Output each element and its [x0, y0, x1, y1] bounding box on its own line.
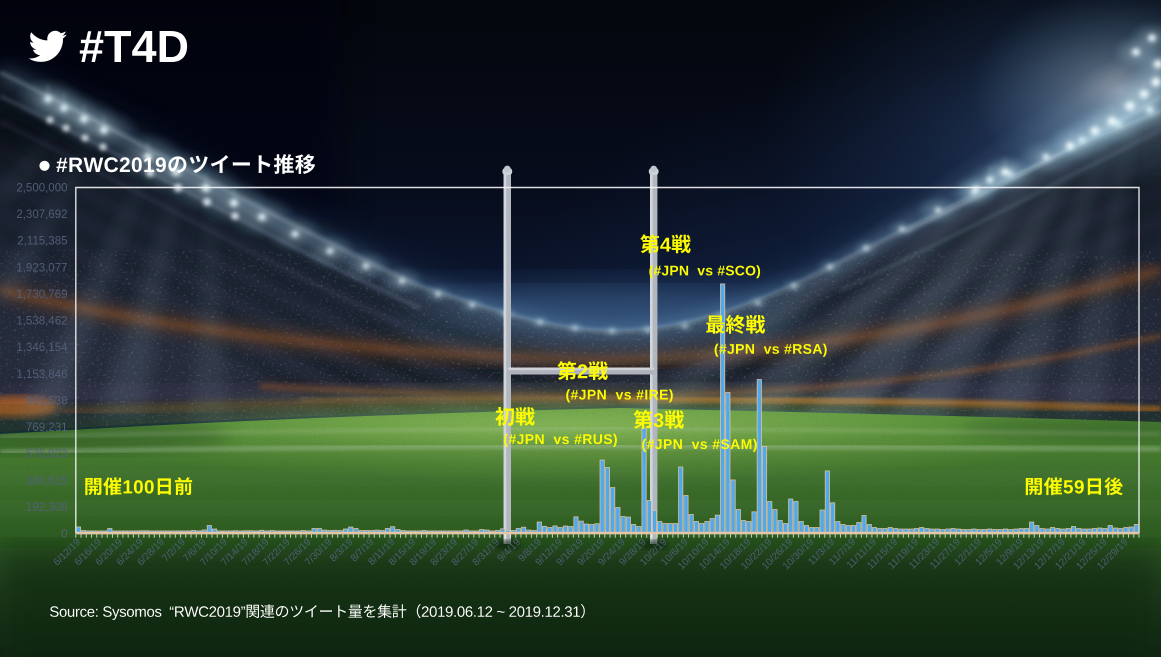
svg-text:1,730,769: 1,730,769	[16, 289, 67, 301]
svg-text:1,153,846: 1,153,846	[16, 369, 67, 381]
svg-text:769,231: 769,231	[26, 422, 68, 434]
svg-text:384,615: 384,615	[26, 475, 68, 487]
svg-text:961,538: 961,538	[26, 395, 68, 407]
svg-text:1,346,154: 1,346,154	[16, 342, 68, 354]
svg-text:576,923: 576,923	[26, 449, 68, 461]
svg-text:0: 0	[61, 529, 67, 541]
svg-text:2,500,000: 2,500,000	[16, 183, 67, 195]
svg-text:2,115,385: 2,115,385	[17, 236, 67, 248]
svg-text:1,923,077: 1,923,077	[16, 262, 67, 274]
svg-text:1,538,462: 1,538,462	[16, 316, 67, 328]
svg-text:192,308: 192,308	[26, 502, 68, 514]
svg-text:2,307,692: 2,307,692	[16, 209, 67, 221]
